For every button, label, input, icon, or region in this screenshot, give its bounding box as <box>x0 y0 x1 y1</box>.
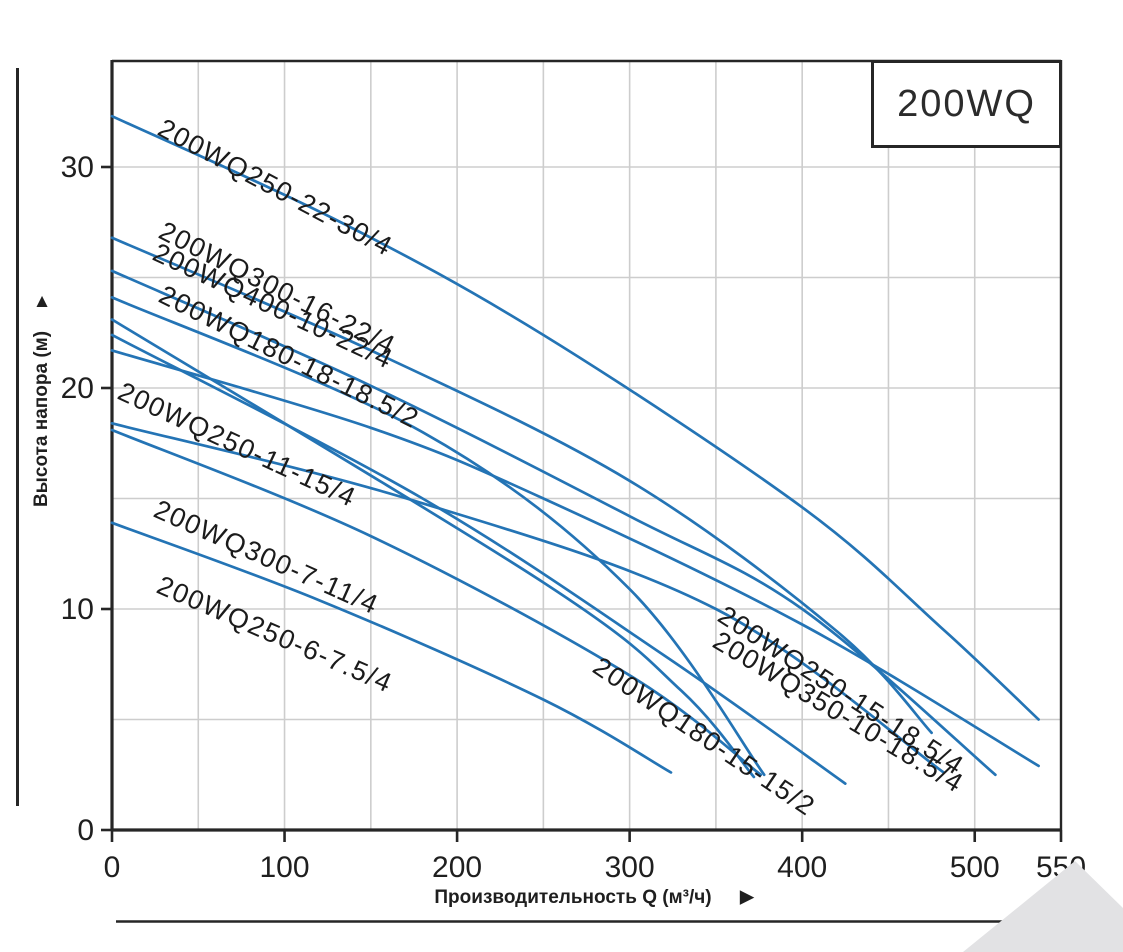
curve-200WQ250-11-15/4 <box>110 318 756 779</box>
curve-200WQ180-15-15/2 <box>110 333 847 785</box>
curve-200WQ400-10-22/4 <box>110 269 997 777</box>
y-tick-label: 30 <box>61 151 94 184</box>
y-axis-title: Высота напора (м) <box>31 330 52 508</box>
y-tick-label: 20 <box>61 372 94 405</box>
x-tick-label: 400 <box>777 851 827 884</box>
curve-200WQ300-7-11/4 <box>110 428 763 777</box>
curve-200WQ250-6-7.5/4 <box>110 521 673 774</box>
curve-200WQ300-16-22/4 <box>110 236 933 735</box>
x-tick-label: 500 <box>950 851 1000 884</box>
curve-200WQ350-10-18.5/4 <box>110 422 946 774</box>
y-tick-label: 10 <box>61 593 94 626</box>
curve-200WQ250-15-18.5/4 <box>110 349 1040 768</box>
y-axis-arrow-icon: ▲ <box>32 291 52 312</box>
y-tick-label: 0 <box>77 814 94 847</box>
x-tick-label: 200 <box>432 851 482 884</box>
x-tick-label: 300 <box>605 851 655 884</box>
x-axis-title: Производительность Q (м³/ч) <box>434 887 712 908</box>
x-axis-arrow-icon: ▶ <box>739 886 755 908</box>
curve-200WQ250-22-30/4 <box>110 114 1040 721</box>
x-tick-label: 0 <box>104 851 121 884</box>
corner-fold-decoration <box>963 861 1123 952</box>
x-tick-label: 100 <box>260 851 310 884</box>
series-title-label: 200WQ <box>897 82 1036 125</box>
series-title-box: 200WQ <box>871 60 1062 148</box>
